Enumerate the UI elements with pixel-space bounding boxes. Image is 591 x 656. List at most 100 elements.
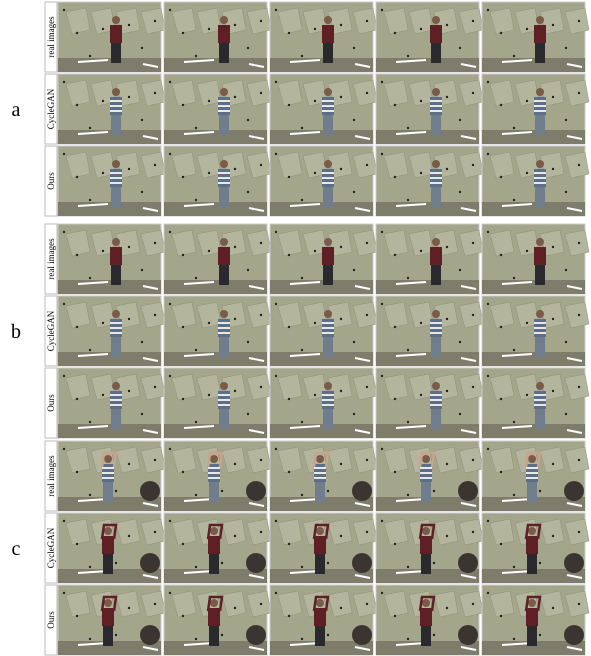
person-legs bbox=[421, 554, 431, 574]
shirt-stripe bbox=[322, 404, 334, 406]
image-frame bbox=[58, 441, 165, 511]
image-frame bbox=[270, 146, 377, 216]
person-legs bbox=[219, 265, 229, 285]
wall-dot bbox=[420, 100, 422, 102]
wall-dot bbox=[288, 615, 290, 617]
wall-dot bbox=[381, 592, 383, 594]
wall-dot bbox=[169, 520, 171, 522]
shirt-stripe bbox=[430, 100, 442, 102]
wall-dot bbox=[459, 191, 461, 193]
wall-dot bbox=[526, 100, 528, 102]
person-legs bbox=[103, 482, 113, 502]
background-object bbox=[564, 553, 584, 573]
shirt-stripe bbox=[110, 182, 122, 184]
wall-dot bbox=[381, 153, 383, 155]
wall-dot bbox=[247, 269, 249, 271]
wall-dot bbox=[381, 520, 383, 522]
image-frame bbox=[270, 513, 377, 583]
background-object bbox=[458, 481, 478, 501]
shirt-stripe bbox=[218, 332, 230, 334]
wall-dot bbox=[89, 494, 91, 496]
shirt-stripe bbox=[534, 100, 546, 102]
wall-dot bbox=[182, 398, 184, 400]
person-head bbox=[422, 527, 430, 535]
wall-dot bbox=[340, 96, 342, 98]
row-label: Ours bbox=[46, 172, 56, 190]
person-legs bbox=[535, 187, 545, 207]
wall-dot bbox=[195, 421, 197, 423]
wall-dot bbox=[340, 246, 342, 248]
shirt-stripe bbox=[430, 322, 442, 324]
shirt-stripe bbox=[430, 177, 442, 179]
shirt-stripe bbox=[314, 467, 326, 469]
wall-dot bbox=[301, 277, 303, 279]
wall-dot bbox=[420, 322, 422, 324]
wall-dot bbox=[565, 47, 567, 49]
background-object bbox=[140, 625, 160, 645]
wall-dot bbox=[182, 326, 184, 328]
wall-dot bbox=[76, 398, 78, 400]
background-object bbox=[352, 481, 372, 501]
person-legs bbox=[315, 626, 325, 646]
background-object bbox=[246, 553, 266, 573]
shirt-stripe bbox=[534, 404, 546, 406]
wall-dot bbox=[433, 490, 435, 492]
wall-dot bbox=[288, 104, 290, 106]
wall-dot bbox=[394, 615, 396, 617]
wall-dot bbox=[314, 100, 316, 102]
person-legs bbox=[111, 337, 121, 357]
wall-dot bbox=[539, 562, 541, 564]
person-head bbox=[324, 88, 332, 96]
person-legs bbox=[421, 626, 431, 646]
wall-dot bbox=[128, 168, 130, 170]
wall-dot bbox=[247, 341, 249, 343]
wall-dot bbox=[89, 277, 91, 279]
group-label: c bbox=[12, 538, 21, 560]
wall-dot bbox=[76, 326, 78, 328]
wall-dot bbox=[260, 242, 262, 244]
wall-dot bbox=[487, 375, 489, 377]
wall-dot bbox=[208, 394, 210, 396]
wall-dot bbox=[260, 459, 262, 461]
wall-dot bbox=[247, 191, 249, 193]
wall-dot bbox=[513, 55, 515, 57]
wall-dot bbox=[247, 47, 249, 49]
wall-dot bbox=[128, 607, 130, 609]
image-frame bbox=[482, 585, 589, 655]
person-legs bbox=[535, 337, 545, 357]
wall-dot bbox=[340, 607, 342, 609]
person-head bbox=[220, 160, 228, 168]
wall-dot bbox=[128, 246, 130, 248]
person-legs bbox=[111, 187, 121, 207]
wall-dot bbox=[128, 318, 130, 320]
shirt-stripe bbox=[534, 182, 546, 184]
wall-dot bbox=[76, 176, 78, 178]
image-frame bbox=[164, 441, 271, 511]
wall-dot bbox=[141, 191, 143, 193]
wall-dot bbox=[260, 386, 262, 388]
wall-dot bbox=[301, 566, 303, 568]
shirt-stripe bbox=[322, 394, 334, 396]
person-head bbox=[104, 599, 112, 607]
shirt-stripe bbox=[534, 399, 546, 401]
person-legs bbox=[323, 187, 333, 207]
image-frame bbox=[376, 224, 483, 294]
wall-dot bbox=[500, 104, 502, 106]
image-frame bbox=[482, 2, 589, 72]
person-head bbox=[210, 455, 218, 463]
wall-dot bbox=[154, 459, 156, 461]
wall-dot bbox=[446, 390, 448, 392]
wall-dot bbox=[195, 55, 197, 57]
wall-dot bbox=[446, 246, 448, 248]
wall-dot bbox=[487, 231, 489, 233]
wall-dot bbox=[366, 386, 368, 388]
person-legs bbox=[219, 187, 229, 207]
person-torso bbox=[208, 536, 220, 554]
wall-dot bbox=[459, 47, 461, 49]
wall-dot bbox=[366, 603, 368, 605]
person-legs bbox=[323, 265, 333, 285]
wall-dot bbox=[500, 254, 502, 256]
wall-dot bbox=[552, 607, 554, 609]
background-object bbox=[246, 625, 266, 645]
background-object bbox=[140, 553, 160, 573]
